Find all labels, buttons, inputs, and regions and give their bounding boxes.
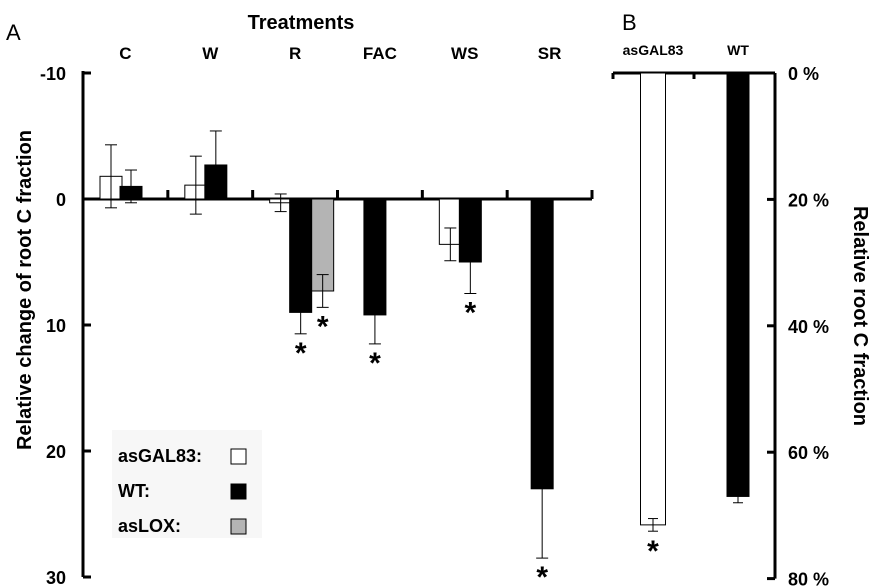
legend-swatch [230, 483, 247, 500]
significance-star: * [464, 297, 476, 330]
panel-a-y-tick-label: 0 [56, 190, 66, 210]
significance-star: * [647, 535, 659, 568]
panel-a-y-tick-labels: -10 0 10 20 30 [40, 64, 66, 588]
panel-a-y-tick-label: 20 [46, 442, 66, 462]
panel-b-category-labels: asGAL83 WT [623, 42, 750, 58]
panel-a-y-tick-label: -10 [40, 64, 66, 84]
panel-a-category-label: SR [538, 44, 562, 63]
panel-a-legend: asGAL83: WT: asLOX: [112, 430, 262, 538]
panel-a-title: Treatments [248, 12, 355, 34]
panel-a-category-label: FAC [363, 44, 397, 63]
panel-b-y-tick-label: 80 % [788, 570, 829, 588]
panel-a-y-tick-label: 30 [46, 568, 66, 588]
significance-star: * [295, 337, 307, 370]
panel-b-y-tick-label: 60 % [788, 443, 829, 463]
bar-wt [726, 72, 750, 497]
significance-star: * [317, 310, 329, 343]
panel-b-y-tick-label: 40 % [788, 317, 829, 337]
panel-b-label: B [622, 10, 637, 35]
panel-a-category-label: C [119, 44, 131, 63]
legend-label: asLOX: [118, 516, 181, 536]
significance-star: * [536, 561, 548, 588]
panel-b-y-axis-label: Relative root C fraction [849, 206, 871, 426]
panel-b-y-tick-labels: 0 % 20 % 40 % 60 % 80 % [788, 64, 829, 588]
significance-star: * [369, 347, 381, 380]
panel-a-category-labels: C W R FAC WS SR [119, 44, 561, 63]
panel-a-y-tick-label: 10 [46, 316, 66, 336]
legend-label: asGAL83: [118, 446, 202, 466]
panel-b-category-label: WT [727, 42, 749, 58]
legend-label: WT: [118, 481, 150, 501]
panel-b-axes [611, 71, 777, 581]
panel-b-category-label: asGAL83 [623, 42, 684, 58]
legend-swatch [230, 448, 247, 465]
panel-a-category-label: W [202, 44, 219, 63]
bar-asgal83 [640, 72, 666, 526]
panel-a-axes [81, 71, 594, 579]
panel-b-bars: * [640, 72, 750, 568]
panel-b-y-tick-label: 0 % [788, 64, 819, 84]
panel-a-category-label: WS [451, 44, 478, 63]
panel-a-category-label: R [289, 44, 301, 63]
panel-a-bars: * * * * * [99, 130, 554, 588]
legend-swatch [230, 518, 247, 535]
panel-b-y-tick-label: 20 % [788, 190, 829, 210]
panel-a-y-axis-label: Relative change of root C fraction [14, 130, 36, 450]
panel-a-label: A [6, 20, 21, 45]
